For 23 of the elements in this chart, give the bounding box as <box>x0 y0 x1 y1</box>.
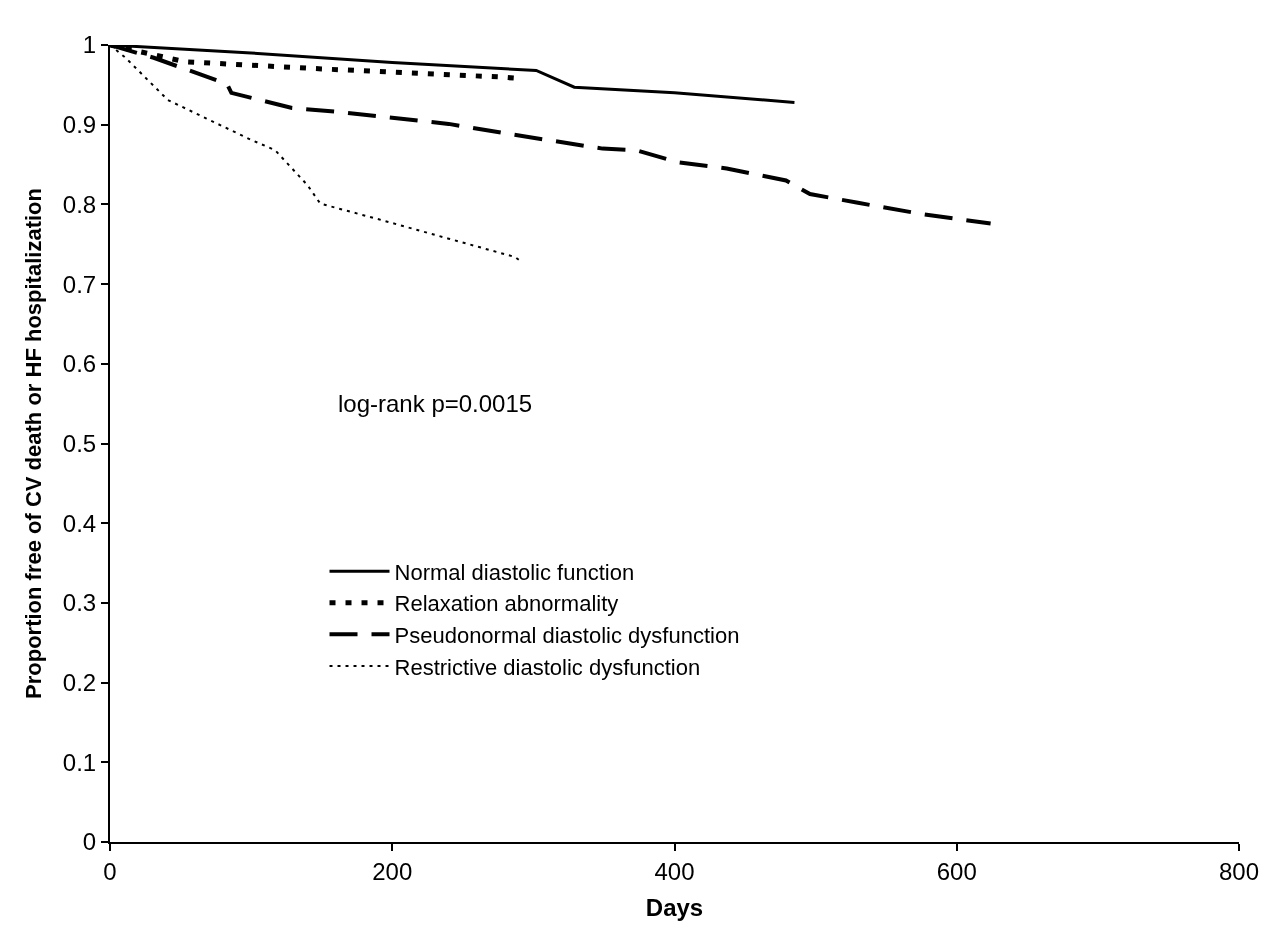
y-tick-label: 0.2 <box>62 669 97 696</box>
y-tick-label: 0.3 <box>62 589 97 617</box>
x-tick-label: 600 <box>936 857 977 885</box>
legend-label: Pseudonormal diastolic dysfunction <box>394 622 740 648</box>
x-tick-label: 800 <box>1218 857 1260 885</box>
legend-label: Normal diastolic function <box>394 559 635 585</box>
y-tick-label: 0.9 <box>62 111 97 139</box>
annotation: log-rank p=0.0015 <box>338 390 533 417</box>
y-tick-label: 0.1 <box>62 748 97 776</box>
y-tick-label: 0 <box>82 828 97 856</box>
legend-label: Relaxation abnormality <box>394 591 619 617</box>
x-tick-label: 0 <box>103 857 117 885</box>
y-tick-label: 1 <box>82 31 97 59</box>
x-tick-label: 400 <box>654 857 695 885</box>
legend-label: Restrictive diastolic dysfunction <box>394 654 701 680</box>
y-tick-label: 0.4 <box>62 509 97 537</box>
y-tick-label: 0.8 <box>62 190 97 218</box>
y-axis-title: Proportion free of CV death or HF hospitalization <box>21 188 47 699</box>
x-axis-title: Days <box>645 893 704 921</box>
y-tick-label: 0.5 <box>62 429 97 457</box>
y-tick-label: 0.6 <box>62 350 97 378</box>
x-tick-label: 200 <box>372 857 413 885</box>
y-tick-label: 0.7 <box>62 270 97 298</box>
